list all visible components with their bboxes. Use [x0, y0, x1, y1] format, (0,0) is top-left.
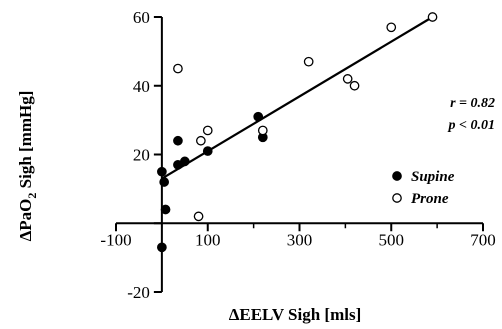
x-tick-label: -100 — [100, 230, 131, 249]
y-tick-label: 20 — [133, 146, 150, 165]
y-tick-label: -20 — [127, 283, 150, 302]
supine-point — [202, 146, 213, 156]
x-tick-label: 500 — [379, 230, 405, 249]
axes — [116, 17, 483, 292]
prone-point — [196, 135, 206, 146]
y-axis-title-prefix: ΔPaO — [16, 199, 35, 242]
y-axis-title-suffix: Sigh [mmHg] — [16, 91, 35, 193]
prone-point — [427, 12, 438, 22]
y-axis-title: ΔPaO2 Sigh [mmHg] — [16, 91, 39, 242]
ticks — [115, 16, 484, 293]
x-axis-title: ΔEELV Sigh [mls] — [229, 305, 362, 324]
regression — [161, 16, 434, 180]
x-tick-label: 700 — [470, 230, 496, 249]
prone-point — [386, 22, 397, 33]
supine-point — [159, 177, 170, 187]
prone-point — [202, 125, 213, 136]
supine-legend-marker — [392, 171, 402, 181]
prone-point — [303, 56, 314, 67]
supine-point — [160, 204, 171, 215]
supine-point — [253, 111, 264, 122]
supine-point — [173, 135, 183, 146]
y-axis-title-subscript: 2 — [25, 193, 39, 199]
prone-point — [193, 211, 204, 222]
prone-point — [349, 80, 360, 91]
prone-legend-marker — [392, 193, 402, 203]
y-tick-label: 40 — [133, 77, 150, 96]
prone-point — [342, 74, 353, 84]
p-value-annotation: p < 0.01 — [448, 118, 495, 133]
prone-legend-label: Prone — [411, 191, 449, 207]
x-tick-label: 300 — [287, 230, 313, 249]
legend: Supine Prone — [392, 169, 455, 207]
supine-point — [157, 242, 167, 253]
tick-labels: -20 20 40 60 -100 100 300 500 700 — [100, 8, 495, 302]
prone-point — [257, 125, 268, 136]
prone-point — [173, 63, 183, 74]
r-value-annotation: r = 0.82 — [450, 96, 495, 111]
supine-point — [157, 166, 167, 177]
regression-line — [161, 16, 434, 180]
data-points — [157, 12, 438, 253]
x-tick-label: 100 — [195, 230, 221, 249]
supine-legend-label: Supine — [411, 169, 455, 185]
supine-point — [179, 156, 190, 167]
y-tick-label: 60 — [133, 8, 150, 27]
